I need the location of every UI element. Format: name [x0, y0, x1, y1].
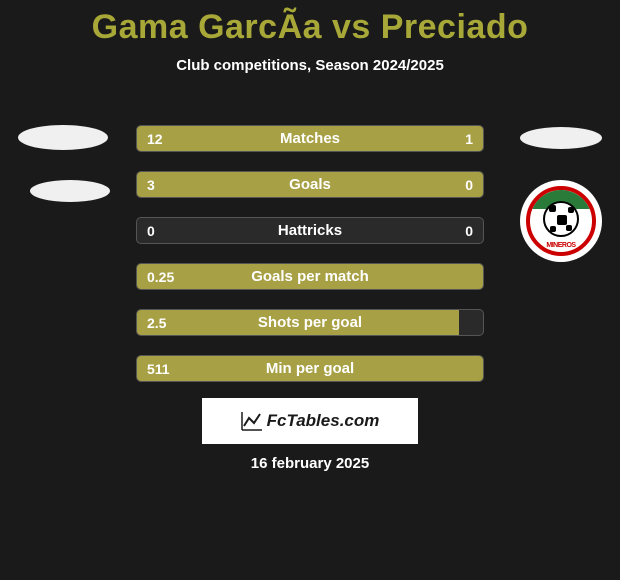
brand-text: FcTables.com: [267, 411, 380, 431]
stat-label: Goals per match: [137, 264, 483, 289]
stat-label: Goals: [137, 172, 483, 197]
stat-label: Hattricks: [137, 218, 483, 243]
stat-value-right: 0: [465, 218, 473, 243]
stat-row-goals: 3Goals0: [136, 171, 484, 198]
stat-label: Min per goal: [137, 356, 483, 381]
player1-avatar-placeholder-2: [30, 180, 110, 202]
stat-label: Matches: [137, 126, 483, 151]
stat-value-right: 1: [465, 126, 473, 151]
club-badge-label: MINEROS: [530, 242, 592, 249]
date-label: 16 february 2025: [0, 455, 620, 472]
brand-box[interactable]: FcTables.com: [202, 398, 418, 444]
player1-avatar-placeholder-1: [18, 125, 108, 150]
stats-bars: 12Matches13Goals00Hattricks00.25Goals pe…: [136, 125, 484, 401]
subtitle: Club competitions, Season 2024/2025: [0, 57, 620, 74]
stat-value-right: 0: [465, 172, 473, 197]
stat-row-shots-per-goal: 2.5Shots per goal: [136, 309, 484, 336]
stat-row-matches: 12Matches1: [136, 125, 484, 152]
stat-row-hattricks: 0Hattricks0: [136, 217, 484, 244]
stat-label: Shots per goal: [137, 310, 483, 335]
brand-chart-icon: [241, 411, 263, 431]
player2-avatar-placeholder: [520, 127, 602, 149]
player2-club-badge: MINEROS: [520, 180, 602, 262]
stat-row-goals-per-match: 0.25Goals per match: [136, 263, 484, 290]
page-title: Gama GarcÃ­a vs Preciado: [0, 0, 620, 47]
club-badge-icon: MINEROS: [526, 186, 596, 256]
stat-row-min-per-goal: 511Min per goal: [136, 355, 484, 382]
